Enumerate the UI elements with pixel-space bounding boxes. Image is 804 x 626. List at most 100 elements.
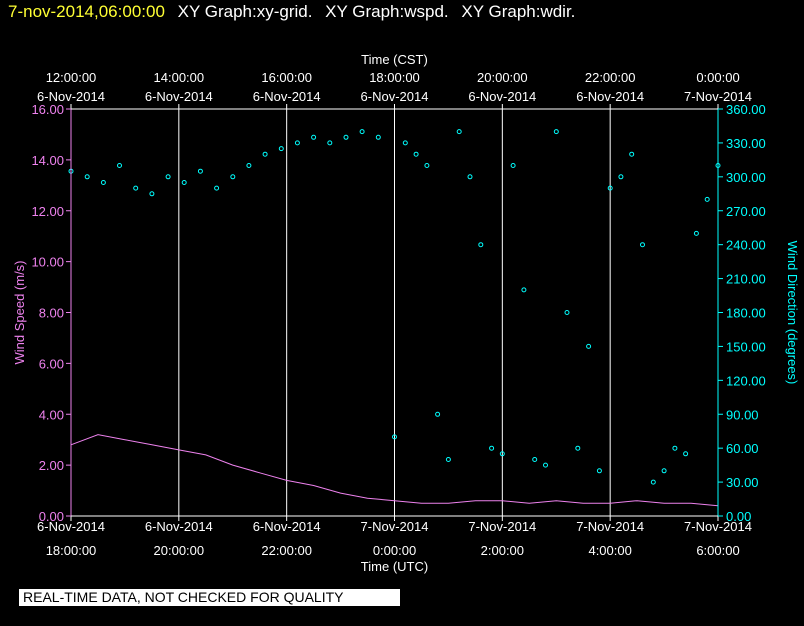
bottom-axis-title: Time (UTC) bbox=[361, 559, 428, 574]
right-tick-label: 180.00 bbox=[726, 306, 766, 321]
header-graph-wspd: XY Graph:wspd. bbox=[325, 2, 449, 21]
wind-direction-point bbox=[327, 140, 333, 146]
wind-direction-point bbox=[629, 151, 635, 157]
top-tick-date: 6-Nov-2014 bbox=[37, 89, 105, 104]
wind-direction-point bbox=[467, 174, 473, 180]
wind-direction-point bbox=[661, 468, 667, 474]
right-tick-label: 120.00 bbox=[726, 373, 766, 388]
wind-speed-line bbox=[70, 434, 719, 507]
right-tick-label: 210.00 bbox=[726, 272, 766, 287]
wind-direction-point bbox=[413, 151, 419, 157]
wind-direction-point bbox=[165, 174, 171, 180]
wind-direction-point bbox=[402, 140, 408, 146]
bottom-tick-date: 6-Nov-2014 bbox=[37, 519, 105, 534]
wind-direction-point bbox=[532, 457, 538, 462]
top-tick-time: 14:00:00 bbox=[154, 70, 205, 85]
bottom-tick-time: 4:00:00 bbox=[588, 543, 631, 558]
axes-layer: 6-Nov-2014 18:00:00 6-Nov-2014 20:00:00 6-No… bbox=[12, 52, 800, 574]
top-tick-time: 20:00:00 bbox=[477, 70, 528, 85]
bottom-tick-time: 22:00:00 bbox=[261, 543, 312, 558]
left-tick-label: 6.00 bbox=[39, 356, 64, 371]
header-graph-xy-grid: XY Graph:xy-grid. bbox=[177, 2, 313, 21]
wind-direction-point bbox=[262, 151, 268, 157]
wind-direction-point bbox=[117, 163, 122, 168]
top-tick-date: 6-Nov-2014 bbox=[576, 89, 644, 104]
top-tick-time: 12:00:00 bbox=[46, 70, 97, 85]
graph-header: 7-nov-2014,06:00:00 XY Graph:xy-grid. XY… bbox=[8, 2, 575, 22]
top-tick-time: 18:00:00 bbox=[369, 70, 420, 85]
wind-direction-point bbox=[133, 185, 139, 191]
wind-direction-point bbox=[311, 134, 317, 140]
top-tick-date: 7-Nov-2014 bbox=[684, 89, 752, 104]
left-tick-label: 14.00 bbox=[31, 153, 64, 168]
left-axis-label: Wind Speed (m/s) bbox=[12, 260, 27, 364]
top-tick-date: 6-Nov-2014 bbox=[145, 89, 213, 104]
wind-direction-point bbox=[564, 310, 570, 315]
wind-direction-point bbox=[683, 451, 689, 457]
wind-direction-point bbox=[607, 185, 613, 191]
bottom-tick-time: 18:00:00 bbox=[46, 543, 97, 558]
wind-direction-point bbox=[489, 445, 495, 451]
wind-direction-point bbox=[456, 129, 462, 135]
wind-direction-point bbox=[375, 134, 381, 140]
right-tick-label: 60.00 bbox=[726, 441, 759, 456]
left-tick-label: 10.00 bbox=[31, 255, 64, 270]
quality-disclaimer: REAL-TIME DATA, NOT CHECKED FOR QUALITY bbox=[19, 589, 400, 606]
wind-direction-point bbox=[618, 174, 624, 180]
right-tick-label: 240.00 bbox=[726, 238, 766, 253]
wind-direction-point bbox=[246, 163, 252, 168]
wind-direction-point bbox=[445, 457, 451, 462]
right-tick-label: 330.00 bbox=[726, 136, 766, 151]
left-tick-label: 16.00 bbox=[31, 102, 64, 117]
bottom-tick-time: 2:00:00 bbox=[481, 543, 524, 558]
wind-direction-point bbox=[672, 445, 678, 451]
wind-direction-point bbox=[230, 174, 236, 180]
wind-direction-point bbox=[586, 343, 592, 349]
wind-direction-point bbox=[510, 163, 516, 168]
bottom-tick-time: 6:00:00 bbox=[696, 543, 739, 558]
wind-direction-point bbox=[543, 462, 548, 468]
right-tick-label: 90.00 bbox=[726, 407, 759, 422]
wind-direction-point bbox=[596, 468, 602, 474]
wind-direction-point bbox=[693, 230, 699, 236]
right-tick-label: 30.00 bbox=[726, 475, 759, 490]
wind-direction-point bbox=[553, 129, 559, 135]
top-tick-time: 16:00:00 bbox=[261, 70, 312, 85]
wind-direction-point bbox=[392, 434, 397, 440]
bottom-tick-date: 7-Nov-2014 bbox=[468, 519, 536, 534]
left-tick-label: 2.00 bbox=[39, 458, 64, 473]
wind-direction-point bbox=[640, 242, 645, 248]
bottom-tick-date: 7-Nov-2014 bbox=[361, 519, 429, 534]
bottom-tick-date: 7-Nov-2014 bbox=[576, 519, 644, 534]
right-tick-label: 150.00 bbox=[726, 339, 766, 354]
right-tick-label: 270.00 bbox=[726, 204, 766, 219]
wind-direction-point bbox=[704, 196, 710, 202]
wind-direction-point bbox=[521, 287, 527, 293]
wind-direction-point bbox=[424, 163, 430, 168]
left-tick-label: 8.00 bbox=[39, 306, 64, 321]
right-tick-label: 0.00 bbox=[726, 509, 751, 524]
top-tick-time: 0:00:00 bbox=[696, 70, 739, 85]
wind-direction-point bbox=[499, 451, 505, 457]
wind-direction-point bbox=[478, 242, 484, 248]
right-tick-label: 360.00 bbox=[726, 102, 766, 117]
top-tick-date: 6-Nov-2014 bbox=[361, 89, 429, 104]
grid-layer bbox=[178, 109, 611, 516]
wind-direction-point bbox=[278, 146, 284, 152]
top-axis-title: Time (CST) bbox=[361, 52, 428, 67]
wind-direction-point bbox=[650, 479, 656, 485]
right-tick-label: 300.00 bbox=[726, 170, 766, 185]
wind-direction-point bbox=[181, 180, 187, 185]
left-tick-label: 0.00 bbox=[39, 509, 64, 524]
left-tick-label: 4.00 bbox=[39, 407, 64, 422]
wind-direction-point bbox=[343, 134, 349, 140]
bottom-tick-time: 20:00:00 bbox=[154, 543, 205, 558]
top-tick-date: 6-Nov-2014 bbox=[253, 89, 321, 104]
wind-direction-point bbox=[84, 174, 90, 180]
wind-direction-point bbox=[435, 411, 441, 417]
wind-direction-point bbox=[359, 129, 365, 135]
header-graph-wdir: XY Graph:wdir. bbox=[461, 2, 576, 21]
left-tick-label: 12.00 bbox=[31, 204, 64, 219]
bottom-tick-time: 0:00:00 bbox=[373, 543, 416, 558]
